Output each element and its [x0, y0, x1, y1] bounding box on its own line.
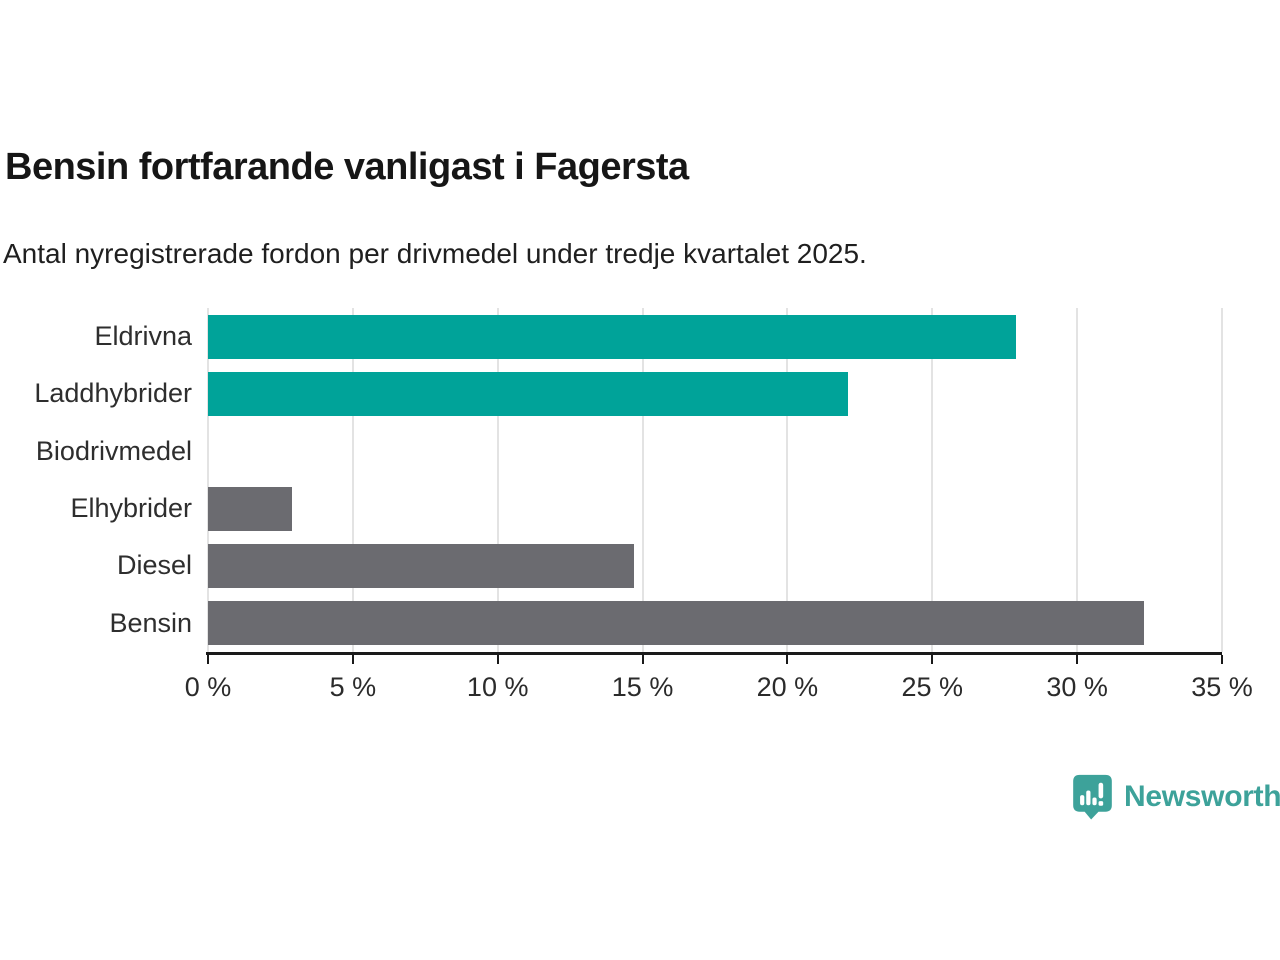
gridline [207, 308, 209, 652]
gridline [496, 308, 499, 652]
brand-footer: Newsworthy [1072, 774, 1280, 820]
bar-laddhybrider [208, 371, 849, 416]
x-axis-tick-labels: 0 % 5 % 10 % 15 % 20 % 25 % 30 % 35 % [185, 672, 1253, 706]
x-axis-tick-label: 30 % [1046, 672, 1108, 702]
x-axis-tick-label: 25 % [901, 672, 964, 702]
x-axis-tick-label: 35 % [1191, 672, 1253, 702]
category-label-biodrivmedel: Biodrivmedel [35, 435, 192, 466]
x-axis-tick [207, 655, 209, 664]
x-axis-line [206, 652, 1222, 655]
x-axis-tick-label: 5 % [329, 672, 377, 702]
x-axis-tick [641, 655, 644, 664]
category-label-diesel: Diesel [116, 550, 192, 581]
x-axis-tick [496, 655, 499, 664]
x-axis-tick [1221, 655, 1223, 664]
bar-chart-plot-area: 0 % 5 % 10 % 15 % 20 % 25 % 30 % 35 % [185, 308, 1253, 702]
category-label-bensin: Bensin [109, 607, 192, 638]
bar-row [208, 537, 1222, 594]
category-axis-labels: Eldrivna Laddhybrider Biodrivmedel Elhybrid… [0, 308, 192, 652]
x-axis-tick [1076, 655, 1079, 664]
bar-diesel [208, 543, 634, 588]
newsworthy-speech-bubble-bar-chart-icon [1073, 774, 1112, 820]
x-axis-tick [931, 655, 934, 664]
gridline [351, 308, 354, 652]
gridline [1221, 308, 1223, 652]
category-label-elhybrider: Elhybrider [70, 493, 192, 524]
bar-row [208, 595, 1222, 652]
gridline [786, 308, 789, 652]
category-label-eldrivna: Eldrivna [94, 321, 192, 352]
bar-row [208, 308, 1222, 365]
bar-row [208, 480, 1222, 537]
bar-bensin [208, 601, 1144, 646]
x-axis-ticks [207, 655, 1223, 665]
bar-eldrivna [208, 314, 1017, 359]
brand-name: Newsworthy [1124, 780, 1280, 813]
x-axis-tick [351, 655, 354, 664]
x-axis-tick-label: 20 % [756, 672, 819, 702]
bar-row [208, 423, 1222, 480]
x-axis-tick [786, 655, 789, 664]
gridlines [207, 308, 1223, 652]
bars-container [208, 308, 1222, 652]
x-axis-tick-label: 10 % [466, 672, 529, 702]
chart-subtitle: Antal nyregistrerade fordon per drivmede… [3, 238, 867, 269]
bar-row [208, 365, 1222, 422]
gridline [641, 308, 644, 652]
gridline [1076, 308, 1079, 652]
category-label-laddhybrider: Laddhybrider [34, 378, 192, 409]
gridline [931, 308, 934, 652]
x-axis-tick-label: 15 % [611, 672, 674, 702]
chart-title: Bensin fortfarande vanligast i Fagersta [5, 146, 689, 188]
bar-elhybrider [208, 486, 293, 531]
x-axis-tick-label: 0 % [184, 672, 232, 702]
